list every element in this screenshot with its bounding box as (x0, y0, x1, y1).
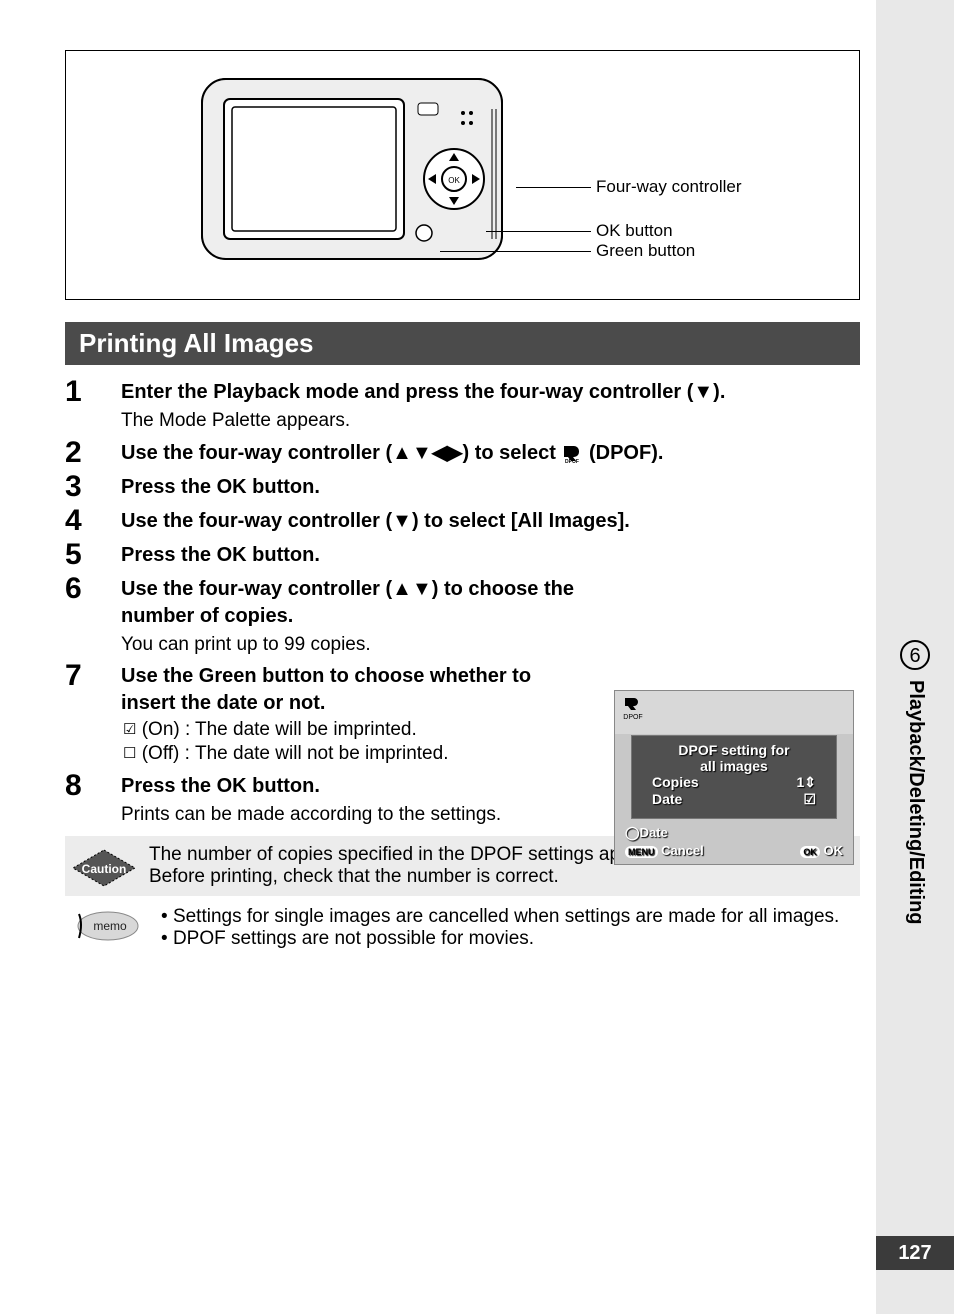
lcd-footer: ◯Date MENU Cancel OK OK (625, 823, 843, 858)
option-on: ☑ (On) : The date will be imprinted. (123, 719, 448, 741)
page-number: 127 (876, 1236, 954, 1270)
caution-icon: Caution (71, 848, 137, 888)
lcd-dialog: DPOF setting for all images Copies 1⇕ Da… (631, 735, 837, 819)
option-off: ☐ (Off) : The date will not be imprinted… (123, 743, 448, 765)
lcd-footer-date: Date (640, 825, 668, 840)
step-number: 5 (65, 538, 121, 570)
step-2: 2 Use the four-way controller (▲▼◀▶) to … (65, 436, 860, 468)
step-description: The Mode Palette appears. (121, 408, 860, 434)
step-6: 6 Use the four-way controller (▲▼) to ch… (65, 572, 860, 658)
checkbox-unchecked-icon: ☐ (123, 745, 136, 762)
lcd-preview: DPOF DPOF setting for all images Copies … (614, 690, 854, 865)
step-instruction: Use the four-way controller (▲▼) to choo… (121, 576, 591, 630)
step-number: 7 (65, 659, 121, 767)
lcd-copies-label: Copies (652, 774, 699, 791)
checkbox-checked-icon: ☑ (123, 721, 136, 738)
chapter-title: Playback/Deleting/Editing (904, 680, 927, 925)
step-1: 1 Enter the Playback mode and press the … (65, 375, 860, 434)
step-instruction: Enter the Playback mode and press the fo… (121, 379, 860, 406)
step-number: 6 (65, 572, 121, 658)
lcd-date-label: Date (652, 791, 682, 808)
date-options: ☑ (On) : The date will be imprinted. ☐ (… (121, 717, 450, 767)
svg-text:DPOF: DPOF (565, 459, 579, 463)
svg-text:Caution: Caution (82, 862, 127, 876)
step-number: 3 (65, 470, 121, 502)
menu-pill: MENU (625, 846, 658, 858)
dpof-icon: DPOF (623, 697, 643, 721)
lcd-title-line2: all images (644, 758, 824, 774)
step-instruction: Press the OK button. (121, 474, 860, 501)
lcd-row-date: Date ☑ (644, 791, 824, 808)
memo-item: DPOF settings are not possible for movie… (161, 928, 848, 950)
option-text: The date will not be imprinted. (195, 743, 448, 765)
option-text: The date will be imprinted. (195, 719, 448, 741)
callout-four-way: Four-way controller (596, 177, 742, 197)
lcd-footer-cancel: Cancel (661, 843, 704, 858)
checkbox-checked-icon: ☑ (803, 791, 816, 808)
side-tab: 6 Playback/Deleting/Editing (876, 0, 954, 1314)
step-4: 4 Use the four-way controller (▼) to sel… (65, 504, 860, 536)
step-instruction: Press the OK button. (121, 542, 860, 569)
dpof-icon: DPOF (561, 443, 583, 463)
svg-text:memo: memo (93, 919, 127, 933)
step-number: 2 (65, 436, 121, 468)
step-text-post: (DPOF). (589, 442, 663, 464)
step-instruction: Use the four-way controller (▼) to selec… (121, 508, 860, 535)
step-number: 1 (65, 375, 121, 434)
step-text-pre: Use the four-way controller (▲▼◀▶) to se… (121, 442, 561, 464)
chapter-number: 6 (900, 640, 930, 670)
memo-icon: memo (73, 908, 143, 944)
up-down-icon: ⇕ (804, 774, 816, 790)
green-dot-icon: ◯ (625, 825, 640, 840)
lcd-row-copies: Copies 1⇕ (644, 774, 824, 791)
step-5: 5 Press the OK button. (65, 538, 860, 570)
option-label: (Off) : (142, 743, 190, 764)
step-3: 3 Press the OK button. (65, 470, 860, 502)
step-number: 4 (65, 504, 121, 536)
svg-text:OK: OK (448, 176, 460, 185)
dpof-label: DPOF (623, 714, 643, 721)
lcd-footer-ok: OK (824, 843, 844, 858)
step-number: 8 (65, 769, 121, 828)
callout-green-button: Green button (596, 241, 695, 261)
callout-ok-button: OK button (596, 221, 673, 241)
section-header: Printing All Images (65, 322, 860, 365)
lcd-title-line1: DPOF setting for (644, 742, 824, 758)
memo-note: memo Settings for single images are canc… (65, 896, 860, 958)
ok-pill: OK (800, 846, 820, 858)
memo-item: Settings for single images are cancelled… (161, 906, 848, 928)
lcd-copies-value: 1⇕ (796, 774, 816, 791)
step-instruction: Use the four-way controller (▲▼◀▶) to se… (121, 440, 860, 467)
camera-diagram: OK Four-way controller OK button Green b… (65, 50, 860, 300)
step-instruction: Use the Green button to choose whether t… (121, 663, 591, 717)
option-label: (On) : (142, 719, 191, 740)
step-description: You can print up to 99 copies. (121, 632, 591, 658)
